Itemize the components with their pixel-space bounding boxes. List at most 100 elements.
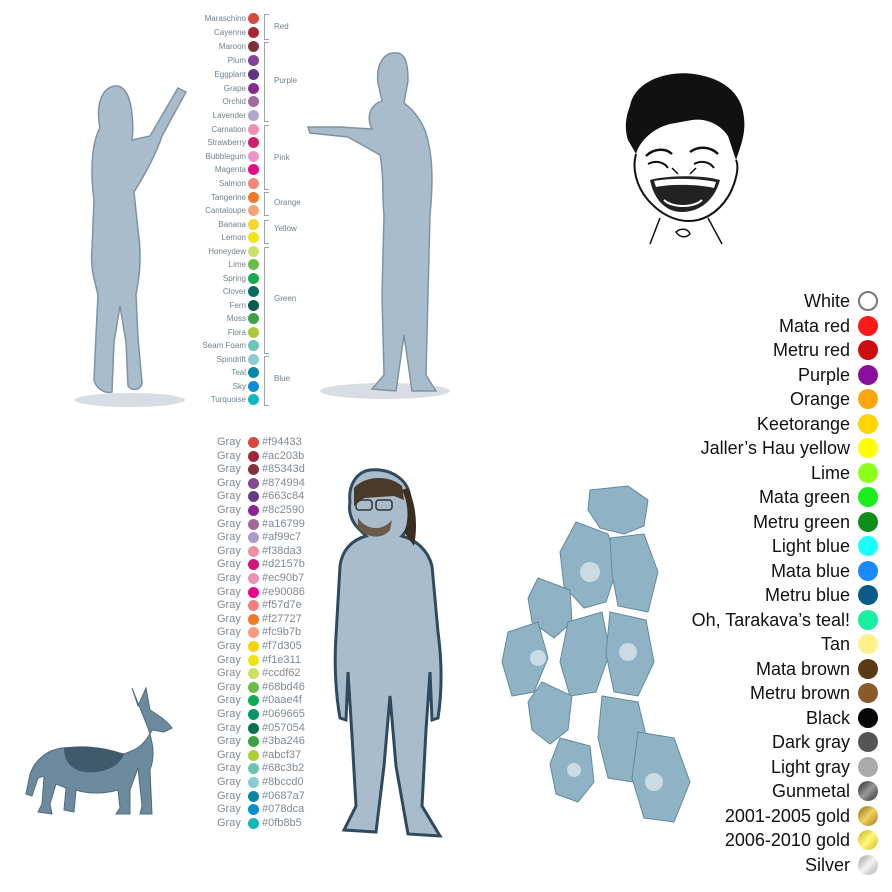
- color-row: Moss: [190, 312, 270, 325]
- gray-label: Gray: [217, 436, 241, 448]
- legend-label: Jaller’s Hau yellow: [700, 438, 850, 458]
- gray-label: Gray: [217, 735, 241, 748]
- legend-label: Mata red: [778, 315, 850, 336]
- legend-label: Metru brown: [749, 683, 850, 703]
- color-dot: [248, 246, 259, 257]
- legend-label: Light gray: [770, 756, 850, 777]
- color-dot: [248, 709, 259, 720]
- color-row: Grape: [190, 82, 270, 95]
- legend-item: Mata brown: [478, 657, 878, 681]
- legend-item: Oh, Tarakava’s teal!: [478, 608, 878, 632]
- hex-value: #abcf37: [262, 748, 302, 761]
- color-name: Lavender: [212, 111, 246, 120]
- gray-label: Gray: [217, 599, 241, 612]
- hex-value: #0687a7: [262, 789, 305, 802]
- hex-value: #874994: [262, 476, 305, 489]
- gray-label: Gray: [217, 463, 241, 476]
- color-dot: [248, 491, 259, 503]
- legend-swatch: [858, 585, 878, 605]
- color-name: Seam Foam: [202, 341, 246, 350]
- color-dot: [248, 340, 259, 351]
- color-name: Cayenne: [213, 28, 246, 37]
- legend-label: Metru blue: [764, 585, 850, 605]
- color-row: Magenta: [190, 163, 270, 176]
- color-row: Lime: [190, 258, 270, 271]
- color-row: Strawberry: [190, 136, 270, 149]
- color-dot: [248, 763, 259, 775]
- legend-item: Jaller’s Hau yellow: [478, 436, 878, 460]
- legend-swatch: [858, 389, 878, 409]
- color-row: Flora: [190, 326, 270, 339]
- legend-item: Light blue: [478, 534, 878, 558]
- group-bracket: [264, 125, 269, 190]
- color-dot: [248, 681, 259, 693]
- gray-label: Gray: [217, 816, 241, 829]
- group-bracket: [264, 192, 269, 216]
- color-row: Plum: [190, 54, 270, 67]
- legend-label: Mata brown: [755, 658, 850, 679]
- hex-value: #f1e311: [262, 653, 301, 666]
- color-row: Eggplant: [190, 68, 270, 81]
- legend-swatch: [858, 560, 878, 581]
- color-row: Banana: [190, 218, 270, 231]
- gray-label: Gray: [217, 721, 241, 734]
- legend-swatch: [858, 487, 878, 507]
- color-dot: [248, 613, 259, 625]
- color-row: Bubblegum: [190, 150, 270, 163]
- legend-item: Metru brown: [478, 681, 878, 705]
- hex-value: #069665: [262, 708, 305, 720]
- color-dot: [248, 178, 259, 189]
- color-name: Flora: [227, 328, 246, 337]
- color-dot: [248, 586, 259, 598]
- hex-value: #0fb8b5: [262, 816, 302, 829]
- legend-label: Orange: [789, 389, 850, 409]
- color-row: Sky: [190, 380, 270, 393]
- group-label-pink: Pink: [274, 153, 290, 162]
- group-bracket: [264, 220, 269, 244]
- legend-swatch: [858, 340, 878, 360]
- color-dot: [248, 804, 259, 816]
- legend-item: Mata green: [478, 485, 878, 509]
- color-dot: [248, 327, 259, 338]
- color-dot: [248, 55, 259, 66]
- color-dot: [248, 790, 259, 802]
- color-name: Strawberry: [207, 138, 246, 147]
- gray-label: Gray: [217, 476, 241, 489]
- bionicle-robot-figure: [501, 485, 691, 823]
- legend-swatch: [858, 781, 878, 801]
- legend-swatch: [858, 511, 878, 532]
- legend-swatch: [858, 315, 878, 336]
- legend-swatch: [858, 291, 878, 311]
- legend-item: Purple: [478, 363, 878, 387]
- color-row: Maroon: [190, 40, 270, 53]
- color-dot: [248, 259, 259, 270]
- legend-item: Silver: [478, 853, 878, 877]
- color-dot: [248, 124, 259, 135]
- legend-swatch: [858, 364, 878, 385]
- gray-label: Gray: [217, 490, 241, 503]
- gray-label: Gray: [217, 748, 241, 761]
- man-figure: [306, 52, 450, 399]
- color-dot: [248, 817, 259, 829]
- color-row: Turquoise: [190, 393, 270, 406]
- legend-swatch: [858, 756, 878, 777]
- gray-label: Gray: [217, 585, 241, 598]
- color-dot: [248, 69, 259, 80]
- color-row: Spring: [190, 272, 270, 285]
- legend-item: Tan: [478, 632, 878, 656]
- color-dot: [248, 164, 259, 175]
- legend-swatch: [858, 609, 878, 630]
- hex-value: #85343d: [262, 463, 305, 476]
- color-dot: [248, 273, 259, 284]
- color-dot: [248, 394, 259, 405]
- color-dot: [248, 600, 259, 612]
- hex-value: #d2157b: [262, 558, 305, 571]
- legend-label: Silver: [804, 854, 850, 875]
- group-bracket: [264, 14, 269, 40]
- color-dot: [248, 437, 259, 448]
- legend-swatch: [858, 438, 878, 458]
- legend-item: Metru red: [478, 338, 878, 362]
- color-row: Seam Foam: [190, 339, 270, 352]
- color-dot: [248, 300, 259, 311]
- gray-label: Gray: [217, 789, 241, 802]
